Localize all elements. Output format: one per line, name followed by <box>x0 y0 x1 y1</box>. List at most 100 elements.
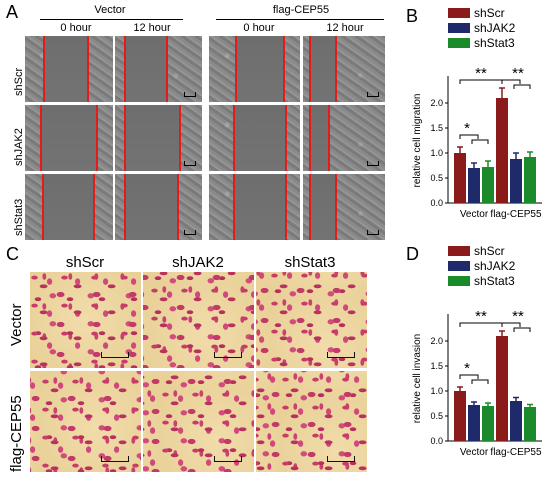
x-tick-label-vector: Vector <box>460 447 489 458</box>
timepoint-vector-12h: 12 hour <box>133 22 171 34</box>
wound-edge-left-line <box>308 105 311 171</box>
micrograph-flag-cep55-shjak2 <box>143 371 254 472</box>
wound-edge-left-line <box>39 105 42 171</box>
micrograph-shstat3-vector-12h <box>115 174 202 240</box>
sig-bracket-vector <box>459 134 479 139</box>
micrograph-flag-cep55-shstat3 <box>256 371 367 472</box>
y-tick-label: 2.0 <box>430 98 443 108</box>
x-tick-label-flag-cep55: flag-CEP55 <box>490 209 542 220</box>
y-tick-label: 1.5 <box>430 123 443 133</box>
bar-shstat3-flag-cep55 <box>524 157 536 203</box>
scale-bar <box>367 161 379 166</box>
bar-shscr-flag-cep55 <box>496 336 508 441</box>
y-tick-label: 0.5 <box>430 173 443 183</box>
micrograph-vector-shscr <box>30 272 141 368</box>
wound-edge-right-line <box>166 36 169 102</box>
y-tick-label: 1.0 <box>430 386 443 396</box>
legend-swatch-shscr <box>448 246 470 256</box>
row-label-flag-cep55: flag-CEP55 <box>8 395 25 472</box>
sig-star-vector-vs-cep55: ** <box>475 65 487 82</box>
scale-bar <box>184 230 196 235</box>
wound-edge-right-line <box>87 36 90 102</box>
legend-label-shstat3: shStat3 <box>474 36 515 50</box>
sig-bracket-cep55 <box>501 322 521 327</box>
wound-edge-left-line <box>124 36 127 102</box>
scale-bar <box>367 92 379 97</box>
micrograph-shjak2-cep55-0h <box>209 105 300 171</box>
bar-shstat3-vector <box>482 406 494 441</box>
wound-edge-left-line <box>124 174 127 240</box>
wound-edge-left-line <box>308 174 311 240</box>
micrograph-shstat3-cep55-0h <box>209 174 300 240</box>
sig-bracket-vector <box>459 374 479 379</box>
y-axis-label: relative cell invasion <box>412 334 423 424</box>
scale-bar <box>101 456 129 462</box>
row-label-shscr: shScr <box>13 67 25 96</box>
sig-star-vector: * <box>464 120 470 137</box>
legend-label-shstat3: shStat3 <box>474 274 515 288</box>
scale-bar <box>214 352 242 358</box>
wound-edge-right-line <box>334 174 337 240</box>
scratch-gap <box>234 174 287 240</box>
row-label-shstat3: shStat3 <box>13 198 25 236</box>
legend-swatch-shjak2 <box>448 261 470 271</box>
legend-label-shjak2: shJAK2 <box>474 21 516 35</box>
legend-label-shscr: shScr <box>474 6 505 20</box>
micrograph-flag-cep55-shscr <box>30 371 141 472</box>
micrograph-shjak2-vector-12h <box>115 105 202 171</box>
wound-edge-left-line <box>233 105 236 171</box>
wound-edge-right-line <box>176 174 179 240</box>
sig-star-vector: * <box>464 360 470 377</box>
legend-label-shscr: shScr <box>474 244 505 258</box>
scratch-gap <box>234 105 287 171</box>
y-tick-label: 0.0 <box>430 198 443 208</box>
wound-edge-left-line <box>235 36 238 102</box>
panel-letter: D <box>406 244 419 264</box>
col-header-shscr: shScr <box>65 254 105 271</box>
micrograph-vector-shjak2 <box>143 272 254 368</box>
bar-shjak2-vector <box>468 168 480 203</box>
scratch-gap <box>236 36 284 102</box>
sig-bracket-cep55 <box>501 79 521 84</box>
legend-swatch-shstat3 <box>448 276 470 286</box>
bar-shstat3-vector <box>482 167 494 203</box>
scale-bar <box>367 230 379 235</box>
sig-bracket-vector-inner <box>471 139 489 144</box>
scale-bar <box>327 456 355 462</box>
wound-edge-right-line <box>334 36 337 102</box>
panel-a-letter: A <box>6 2 19 22</box>
scratch-gap <box>309 36 336 102</box>
legend-swatch-shstat3 <box>448 38 470 48</box>
timepoint-cep55-12h: 12 hour <box>326 22 364 34</box>
scratch-gap <box>309 105 330 171</box>
micrograph-shscr-vector-12h <box>115 36 202 102</box>
group-underline-flag-cep55 <box>216 19 384 20</box>
x-tick-label-flag-cep55: flag-CEP55 <box>490 447 542 458</box>
y-tick-label: 2.0 <box>430 336 443 346</box>
group-header-flag-cep55: flag-CEP55 <box>272 4 330 16</box>
scratch-gap <box>40 105 98 171</box>
wound-edge-right-line <box>285 174 288 240</box>
scale-bar <box>101 352 129 358</box>
row-label-vector: Vector <box>8 303 25 346</box>
wound-edge-left-line <box>124 105 127 171</box>
x-tick-label-vector: Vector <box>460 209 489 220</box>
wound-edge-left-line <box>308 36 311 102</box>
bar-shjak2-flag-cep55 <box>510 159 522 203</box>
sig-star-vector-vs-cep55: ** <box>475 308 487 325</box>
sig-star-cep55: ** <box>512 308 524 325</box>
micrograph-shscr-cep55-12h <box>303 36 385 102</box>
scratch-gap <box>125 174 178 240</box>
scale-bar <box>327 352 355 358</box>
group-underline-vector <box>40 19 183 20</box>
col-header-shjak2: shJAK2 <box>172 254 224 271</box>
bar-shstat3-flag-cep55 <box>524 407 536 441</box>
scratch-gap <box>125 105 181 171</box>
scale-bar <box>214 456 242 462</box>
y-axis-label: relative cell migration <box>412 94 423 188</box>
y-tick-label: 0.0 <box>430 436 443 446</box>
sig-bracket-cep55-inner <box>513 84 531 89</box>
wound-edge-right-line <box>92 174 95 240</box>
scale-bar <box>184 92 196 97</box>
